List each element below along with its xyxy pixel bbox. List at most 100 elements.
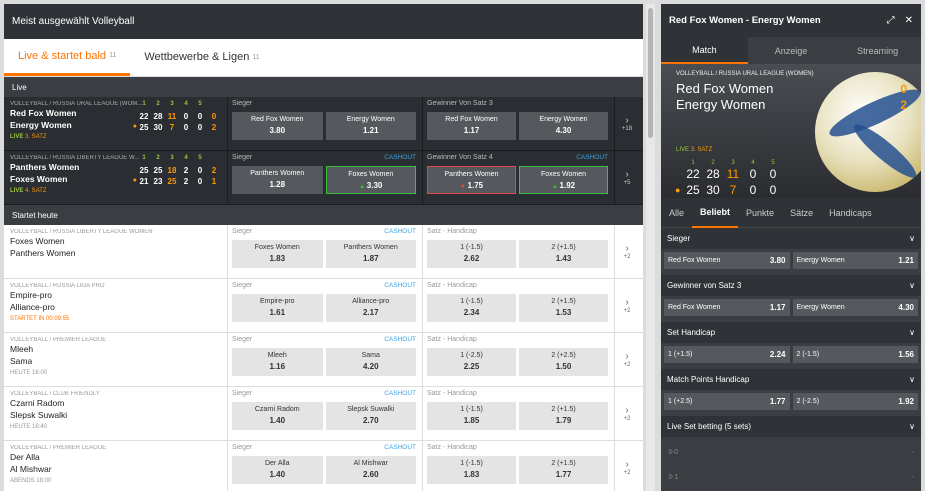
odds-button[interactable]: Red Fox Women 1.17 [427, 112, 516, 140]
odds-button[interactable]: 1 (-1.5) 2.34 [427, 294, 516, 322]
live-section-label: Live [12, 82, 27, 92]
live-set-option[interactable]: 3-1 - [664, 466, 918, 488]
today-section-header[interactable]: Startet heute 9∨ [4, 205, 643, 225]
odds-button[interactable]: Mleeh 1.16 [232, 348, 323, 376]
odds-button[interactable]: 1 (-1.5) 1.85 [427, 402, 516, 430]
market-header[interactable]: Set Handicap ∨ [661, 322, 921, 343]
live-section-header[interactable]: Live 2∨ [4, 77, 643, 97]
odds-button[interactable]: Al Mishwar 2.60 [325, 456, 416, 484]
match-info[interactable]: VOLLEYBALL / RUSSIA LIBERTY LEAGUE WOMEN… [4, 225, 228, 278]
score-cell: 0 [197, 166, 203, 175]
tab-match[interactable]: Match [661, 37, 748, 64]
scoreboard-sets1: 0 [900, 82, 907, 96]
match-info[interactable]: VOLLEYBALL / PREMIER LEAGUE Mleeh Sama HEUT… [4, 333, 228, 386]
odds-button[interactable]: 2 (+2.5) 1.50 [519, 348, 608, 376]
bet-tab[interactable]: Punkte [746, 207, 775, 218]
odds-button[interactable]: Foxes Women ▲ 1.92 [519, 166, 608, 194]
odds-buttons: Red Fox Women 1.17 Energy Women 4.30 [427, 112, 610, 140]
score-cell: 23 [153, 177, 163, 186]
odds-button[interactable]: 2 (+1.5) 1.79 [519, 402, 608, 430]
bet-tab[interactable]: Sätze [790, 207, 814, 218]
odds-button[interactable]: Foxes Women ▲ 3.30 [325, 166, 416, 194]
tab-live[interactable]: Live & startet bald 11 [4, 38, 131, 76]
odds-button[interactable]: Alliance-pro 2.17 [325, 294, 416, 322]
odds-selection: Foxes Women [254, 244, 300, 251]
more-markets-button[interactable]: › +18 [615, 97, 639, 150]
odds-button[interactable]: 2 (+1.5) 1.43 [519, 240, 608, 268]
set-headers: 1 2 3 4 5 [683, 160, 783, 166]
more-markets-button[interactable]: › +2 [615, 333, 639, 386]
odds-value: 4.20 [362, 362, 379, 371]
market-title: Gewinner von Satz 3 [667, 281, 742, 290]
odds-value: 1.28 [269, 180, 286, 189]
more-markets-button[interactable]: › +5 [615, 151, 639, 204]
odds-button[interactable]: Sama 4.20 [325, 348, 416, 376]
more-markets-button[interactable]: › +2 [615, 441, 639, 491]
tab-anzeige[interactable]: Anzeige [774, 45, 808, 56]
odds-value: 1.77 [555, 470, 572, 479]
odds-buttons: 1 (-1.5) 1.83 2 (+1.5) 1.77 [427, 456, 610, 484]
odds-button[interactable]: Red Fox Women 3.80 [232, 112, 323, 140]
odds-button[interactable]: Empire-pro 1.61 [232, 294, 323, 322]
more-markets-button[interactable]: › +2 [615, 279, 639, 332]
odds-button[interactable]: Panthers Women 1.87 [325, 240, 416, 268]
tab-streaming[interactable]: Streaming [857, 45, 899, 56]
today-section-label: Startet heute [12, 210, 58, 220]
tab-competitions[interactable]: Wettbewerbe & Ligen 11 [130, 38, 273, 76]
odds-selection: Red Fox Women [668, 257, 721, 264]
market: Satz - Handicap 1 (-1.5) 2.62 2 (+1.5) 1.43 [423, 225, 615, 278]
more-markets-button[interactable]: › +2 [615, 387, 639, 440]
odds-button[interactable]: 2 (-1.5) 1.56 [792, 346, 918, 363]
odds-buttons: Red Fox Women 3.80 Energy Women 1.21 [232, 112, 418, 140]
odds-button[interactable]: Red Fox Women 3.80 [664, 252, 790, 269]
match-info[interactable]: VOLLEYBALL / RUSSIA LIGA PRO Empire-pro Al… [4, 279, 228, 332]
market-title: Sieger [232, 228, 253, 235]
odds-button[interactable]: Energy Women 1.21 [792, 252, 918, 269]
odds-button[interactable]: 2 (-2.5) 1.92 [792, 393, 918, 410]
bet-tab[interactable]: Beliebt [692, 198, 739, 228]
odds-button[interactable]: Energy Women 4.30 [519, 112, 608, 140]
bet-tab[interactable]: Handicaps [829, 207, 872, 218]
odds-button[interactable]: Slepsk Suwalki 2.70 [325, 402, 416, 430]
bet-tab[interactable]: Alle [669, 207, 685, 218]
scoreboard: VOLLEYBALL / RUSSIA URAL LEAGUE (WOMEN) … [661, 64, 921, 198]
match-info[interactable]: VOLLEYBALL / PREMIER LEAGUE Der Alla Al Mi… [4, 441, 228, 491]
odds-button[interactable]: Energy Women 4.30 [792, 299, 918, 316]
odds-button[interactable]: 1 (-1.5) 1.83 [427, 456, 516, 484]
odds-button[interactable]: 1 (-1.5) 2.62 [427, 240, 516, 268]
odds-button[interactable]: 1 (+2.5) 1.77 [664, 393, 790, 410]
odds-selection: Energy Women [539, 116, 588, 123]
odds-buttons: Mleeh 1.16 Sama 4.20 [232, 348, 418, 376]
more-markets-button[interactable]: › +2 [615, 225, 639, 278]
upcoming-match-row: VOLLEYBALL / RUSSIA LIGA PRO Empire-pro Al… [4, 279, 643, 333]
odds-button[interactable]: Panthers Women 1.28 [232, 166, 323, 194]
odds-button[interactable]: 2 (+1.5) 1.77 [519, 456, 608, 484]
expand-icon[interactable]: ⤢ [886, 15, 895, 26]
odds-button[interactable]: Foxes Women 1.83 [232, 240, 323, 268]
odds-button[interactable]: Red Fox Women 1.17 [664, 299, 790, 316]
market-header[interactable]: Live Set betting (5 sets) ∨ [661, 416, 921, 437]
set-header: 4 [751, 160, 755, 166]
market-header[interactable]: Gewinner von Satz 3 ∨ [661, 275, 921, 296]
odds-button[interactable]: Panthers Women ▼ 1.75 [427, 166, 516, 194]
market-header[interactable]: Match Points Handicap ∨ [661, 369, 921, 390]
scrollbar[interactable] [646, 4, 655, 491]
scrollbar-thumb[interactable] [648, 8, 653, 138]
live-set-option[interactable]: 3-0 - [664, 441, 918, 463]
close-icon[interactable]: ✕ [904, 15, 913, 26]
market-header[interactable]: Sieger ∨ [661, 228, 921, 249]
odds-button[interactable]: 1 (+1.5) 2.24 [664, 346, 790, 363]
set-header: 3 [170, 155, 174, 161]
market-title: Live Set betting (5 sets) [667, 422, 752, 431]
match-info[interactable]: VOLLEYBALL / RUSSIA URAL LEAGUE (WOM... R… [4, 97, 228, 150]
score-cell: 0 [769, 167, 777, 181]
odds-button[interactable]: Der Alla 1.40 [232, 456, 323, 484]
odds-value: 1.85 [463, 416, 480, 425]
score-cell: 2 [183, 177, 189, 186]
odds-button[interactable]: 1 (-2.5) 2.25 [427, 348, 516, 376]
match-info[interactable]: VOLLEYBALL / CLUB FRIENDLY Czarni Radom Sl… [4, 387, 228, 440]
match-info[interactable]: VOLLEYBALL / RUSSIA LIBERTY LEAGUE W... P… [4, 151, 228, 204]
odds-button[interactable]: 2 (+1.5) 1.53 [519, 294, 608, 322]
odds-button[interactable]: Czarni Radom 1.40 [232, 402, 323, 430]
odds-button[interactable]: Energy Women 1.21 [325, 112, 416, 140]
